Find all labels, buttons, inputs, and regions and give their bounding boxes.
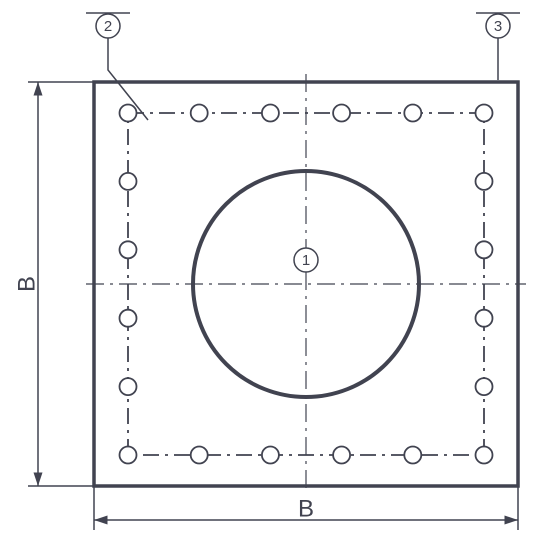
bolt-hole bbox=[476, 310, 493, 327]
callout-number: 1 bbox=[302, 252, 310, 269]
callout-3: 3 bbox=[476, 13, 520, 80]
bolt-hole bbox=[120, 105, 137, 122]
bolt-hole bbox=[191, 447, 208, 464]
bolt-hole bbox=[120, 241, 137, 258]
bolt-hole bbox=[333, 447, 350, 464]
bolt-hole bbox=[262, 105, 279, 122]
bolt-hole bbox=[476, 378, 493, 395]
bolt-hole bbox=[191, 105, 208, 122]
callout-number: 3 bbox=[494, 18, 502, 35]
bolt-hole bbox=[262, 447, 279, 464]
bolt-hole bbox=[476, 241, 493, 258]
bolt-hole bbox=[476, 105, 493, 122]
bolt-hole bbox=[120, 173, 137, 190]
bolt-hole bbox=[476, 447, 493, 464]
bolt-hole bbox=[120, 378, 137, 395]
callout-1: 1 bbox=[294, 248, 318, 272]
bolt-hole bbox=[476, 173, 493, 190]
bolt-hole bbox=[404, 105, 421, 122]
dim-label-bottom: B bbox=[298, 495, 314, 522]
callout-number: 2 bbox=[104, 18, 112, 35]
bolt-hole bbox=[404, 447, 421, 464]
bolt-hole bbox=[120, 447, 137, 464]
bolt-hole bbox=[120, 310, 137, 327]
bolt-hole bbox=[333, 105, 350, 122]
dim-label-left: B bbox=[13, 276, 40, 292]
